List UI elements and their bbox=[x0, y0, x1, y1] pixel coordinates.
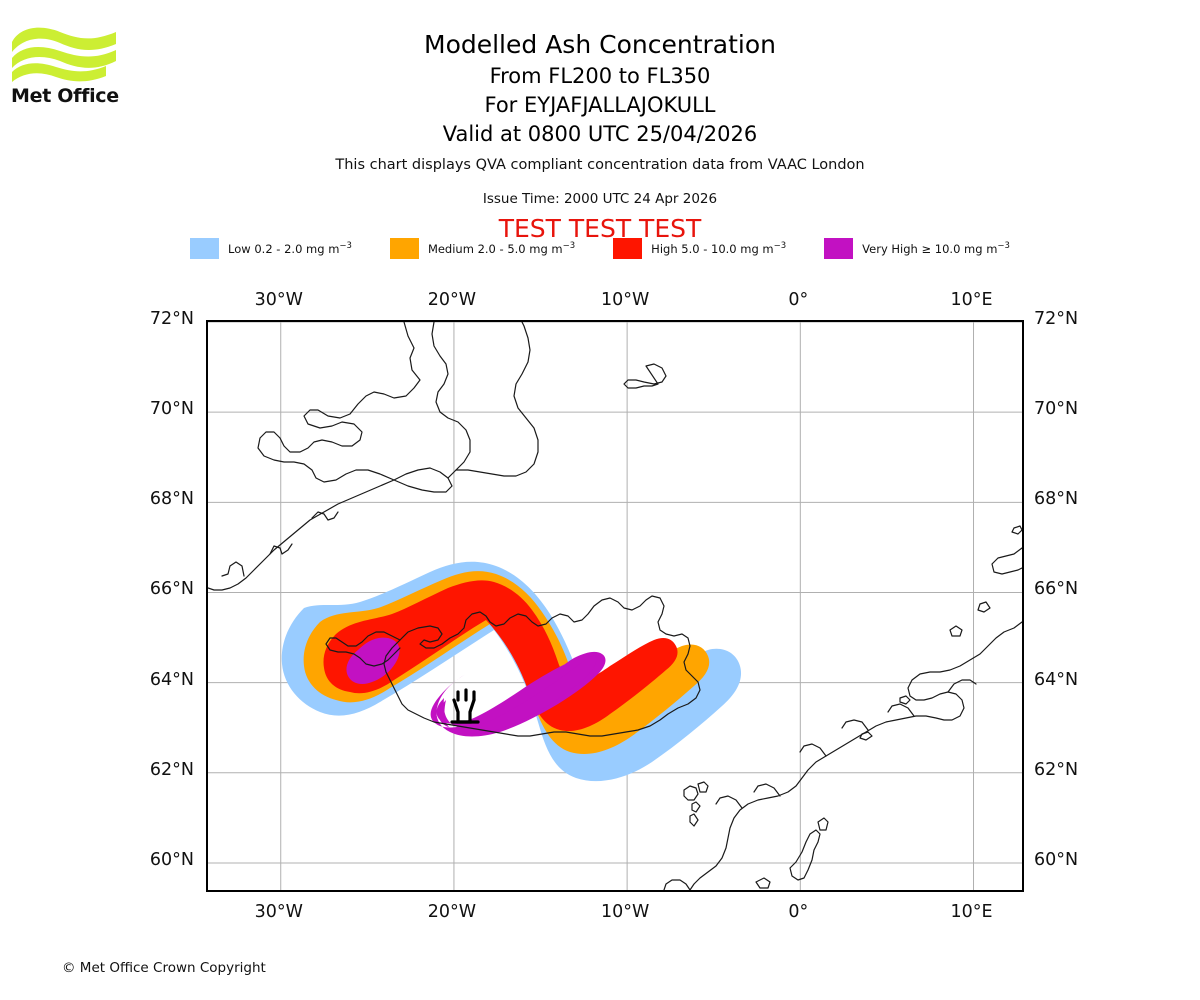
iceland-westfjords bbox=[325, 631, 401, 667]
greenland-north-fjords bbox=[431, 322, 471, 479]
greenland-peninsula bbox=[455, 322, 539, 477]
lon-tick-top-4: 10°E bbox=[950, 290, 993, 310]
valid-time: Valid at 0800 UTC 25/04/2026 bbox=[442, 122, 758, 146]
coastlines bbox=[208, 322, 1022, 890]
lat-tick-right-0: 60°N bbox=[1034, 849, 1079, 870]
scotland-coastline bbox=[663, 879, 691, 890]
lat-tick-right-2: 64°N bbox=[1034, 669, 1079, 690]
qva-notice: This chart displays QVA compliant concen… bbox=[335, 157, 865, 173]
norway-coastline bbox=[689, 621, 1022, 890]
lat-tick-right-4: 68°N bbox=[1034, 489, 1079, 510]
lon-tick-top-3: 0° bbox=[788, 290, 809, 310]
page-title: Modelled Ash Concentration bbox=[424, 30, 776, 59]
legend-swatch-medium bbox=[389, 238, 419, 259]
flight-level-range: From FL200 to FL350 bbox=[489, 64, 711, 88]
lat-tick-left-5: 70°N bbox=[149, 399, 194, 420]
lon-tick-bottom-4: 10°E bbox=[950, 902, 993, 922]
volcano-marker bbox=[450, 688, 480, 724]
lon-tick-bottom-3: 0° bbox=[788, 902, 809, 922]
volcano-name: For EYJAFJALLAJOKULL bbox=[484, 93, 716, 117]
met-office-wave-mark bbox=[12, 27, 116, 82]
lat-tick-left-4: 68°N bbox=[149, 489, 194, 510]
legend-label-very-high: Very High ≥ 10.0 mg m−3 bbox=[862, 241, 1010, 256]
lat-tick-right-1: 62°N bbox=[1034, 759, 1079, 780]
lon-tick-bottom-0: 30°W bbox=[254, 902, 303, 922]
legend-swatch-high bbox=[613, 238, 643, 259]
lon-tick-top-1: 20°W bbox=[427, 290, 477, 310]
copyright-notice: © Met Office Crown Copyright bbox=[62, 960, 266, 976]
orkney-islands bbox=[755, 877, 771, 889]
norway-north-coast bbox=[991, 547, 1022, 575]
norway-fjord-notches bbox=[715, 679, 977, 809]
ash-plume-contours bbox=[281, 561, 742, 782]
greenland-coastline bbox=[257, 322, 453, 493]
norway-offshore-islands bbox=[859, 601, 991, 741]
norway-island-small bbox=[1011, 525, 1022, 535]
lat-tick-right-5: 70°N bbox=[1034, 399, 1079, 420]
lat-tick-right-6: 72°N bbox=[1034, 309, 1079, 329]
legend-label-medium: Medium 2.0 - 5.0 mg m−3 bbox=[427, 241, 576, 256]
map-canvas bbox=[208, 322, 1022, 890]
ash-core-very-high-se bbox=[438, 655, 597, 734]
iceland-coastline bbox=[383, 595, 701, 737]
legend-swatch-low bbox=[190, 238, 220, 259]
lat-tick-left-1: 62°N bbox=[149, 759, 194, 780]
lon-tick-top-0: 30°W bbox=[254, 290, 303, 310]
chart-title-block: Modelled Ash Concentration From FL200 to… bbox=[0, 28, 1200, 149]
met-office-logo: Met Office bbox=[10, 22, 130, 112]
ash-contour-high bbox=[323, 580, 678, 732]
legend-medium: Medium 2.0 - 5.0 mg m−3 bbox=[389, 238, 613, 259]
issue-time: Issue Time: 2000 UTC 24 Apr 2026 bbox=[482, 191, 718, 207]
legend-label-low: Low 0.2 - 2.0 mg m−3 bbox=[228, 241, 352, 256]
shetland-islands bbox=[789, 817, 829, 881]
test-banner: TEST TEST TEST bbox=[498, 214, 702, 243]
lat-tick-left-6: 72°N bbox=[149, 309, 194, 329]
lon-tick-top-2: 10°W bbox=[600, 290, 650, 310]
map-gridlines bbox=[208, 322, 1022, 890]
jan-mayen-island bbox=[623, 363, 667, 389]
lon-tick-bottom-1: 20°W bbox=[427, 902, 477, 922]
greenland-coast-notches bbox=[221, 511, 339, 577]
lat-tick-left-3: 66°N bbox=[149, 579, 194, 600]
legend-label-high: High 5.0 - 10.0 mg m−3 bbox=[651, 241, 787, 256]
ash-concentration-map[interactable] bbox=[206, 320, 1024, 892]
lat-tick-right-3: 66°N bbox=[1034, 579, 1079, 600]
lon-tick-bottom-2: 10°W bbox=[600, 902, 650, 922]
legend-high: High 5.0 - 10.0 mg m−3 bbox=[613, 238, 824, 259]
ash-contour-very-high-se bbox=[430, 651, 606, 737]
lat-tick-left-2: 64°N bbox=[149, 669, 194, 690]
greenland-south-coast bbox=[208, 467, 431, 591]
lat-tick-left-0: 60°N bbox=[149, 849, 194, 870]
concentration-legend: Low 0.2 - 2.0 mg m−3 Medium 2.0 - 5.0 mg… bbox=[0, 238, 1200, 259]
legend-very-high: Very High ≥ 10.0 mg m−3 bbox=[824, 238, 1010, 259]
legend-swatch-very-high bbox=[824, 238, 854, 259]
met-office-logo-text: Met Office bbox=[11, 85, 119, 107]
faroe-islands bbox=[683, 781, 709, 827]
legend-low: Low 0.2 - 2.0 mg m−3 bbox=[190, 238, 390, 259]
